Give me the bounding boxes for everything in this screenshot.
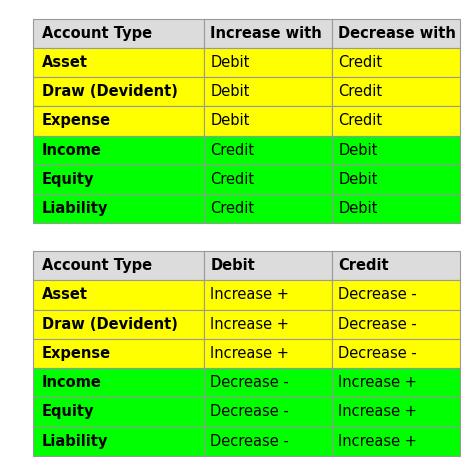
Text: Credit: Credit — [210, 201, 255, 216]
Text: Equity: Equity — [42, 172, 94, 187]
Text: Credit: Credit — [338, 113, 383, 128]
FancyBboxPatch shape — [204, 397, 332, 426]
Text: Credit: Credit — [338, 258, 389, 273]
Text: Debit: Debit — [210, 55, 250, 70]
Text: Increase +: Increase + — [210, 346, 289, 361]
Text: Equity: Equity — [42, 405, 94, 419]
FancyBboxPatch shape — [332, 397, 460, 426]
Text: Liability: Liability — [42, 201, 108, 216]
Text: Increase +: Increase + — [338, 433, 417, 449]
FancyBboxPatch shape — [332, 426, 460, 456]
Text: Decrease -: Decrease - — [338, 287, 417, 302]
Text: Credit: Credit — [210, 143, 255, 158]
FancyBboxPatch shape — [332, 194, 460, 223]
Text: Draw (Devident): Draw (Devident) — [42, 84, 178, 99]
Text: Asset: Asset — [42, 55, 88, 70]
Text: Debit: Debit — [338, 201, 378, 216]
Text: Debit: Debit — [210, 84, 250, 99]
FancyBboxPatch shape — [332, 251, 460, 280]
Text: Debit: Debit — [338, 143, 378, 158]
FancyBboxPatch shape — [332, 280, 460, 310]
Text: Asset: Asset — [42, 287, 88, 302]
Text: Increase +: Increase + — [338, 375, 417, 390]
Text: Account Type: Account Type — [42, 26, 152, 41]
FancyBboxPatch shape — [332, 106, 460, 135]
Text: Debit: Debit — [338, 172, 378, 187]
FancyBboxPatch shape — [204, 280, 332, 310]
Text: Account Type: Account Type — [42, 258, 152, 273]
Text: Expense: Expense — [42, 113, 111, 128]
FancyBboxPatch shape — [204, 135, 332, 165]
Text: Decrease -: Decrease - — [338, 346, 417, 361]
FancyBboxPatch shape — [33, 77, 204, 106]
FancyBboxPatch shape — [33, 48, 204, 77]
FancyBboxPatch shape — [332, 77, 460, 106]
Text: Income: Income — [42, 375, 101, 390]
FancyBboxPatch shape — [332, 19, 460, 48]
Text: Credit: Credit — [210, 172, 255, 187]
Text: Debit: Debit — [210, 113, 250, 128]
FancyBboxPatch shape — [204, 77, 332, 106]
Text: Expense: Expense — [42, 346, 111, 361]
Text: Draw (Devident): Draw (Devident) — [42, 317, 178, 332]
FancyBboxPatch shape — [33, 280, 204, 310]
FancyBboxPatch shape — [33, 106, 204, 135]
Text: Increase +: Increase + — [210, 317, 289, 332]
FancyBboxPatch shape — [33, 251, 204, 280]
FancyBboxPatch shape — [33, 339, 204, 368]
FancyBboxPatch shape — [33, 165, 204, 194]
Text: Increase +: Increase + — [338, 405, 417, 419]
FancyBboxPatch shape — [204, 426, 332, 456]
FancyBboxPatch shape — [332, 339, 460, 368]
FancyBboxPatch shape — [332, 310, 460, 339]
FancyBboxPatch shape — [33, 135, 204, 165]
Text: Decrease -: Decrease - — [210, 433, 289, 449]
FancyBboxPatch shape — [332, 368, 460, 397]
Text: Credit: Credit — [338, 84, 383, 99]
FancyBboxPatch shape — [33, 368, 204, 397]
FancyBboxPatch shape — [332, 165, 460, 194]
FancyBboxPatch shape — [332, 135, 460, 165]
Text: Decrease -: Decrease - — [210, 375, 289, 390]
Text: Decrease -: Decrease - — [338, 317, 417, 332]
Text: Debit: Debit — [210, 258, 255, 273]
Text: Increase with: Increase with — [210, 26, 322, 41]
Text: Income: Income — [42, 143, 101, 158]
Text: Decrease with: Decrease with — [338, 26, 456, 41]
FancyBboxPatch shape — [204, 194, 332, 223]
FancyBboxPatch shape — [204, 106, 332, 135]
FancyBboxPatch shape — [204, 368, 332, 397]
FancyBboxPatch shape — [204, 19, 332, 48]
FancyBboxPatch shape — [204, 339, 332, 368]
FancyBboxPatch shape — [332, 48, 460, 77]
Text: Decrease -: Decrease - — [210, 405, 289, 419]
FancyBboxPatch shape — [204, 48, 332, 77]
Text: Increase +: Increase + — [210, 287, 289, 302]
FancyBboxPatch shape — [33, 397, 204, 426]
FancyBboxPatch shape — [204, 251, 332, 280]
FancyBboxPatch shape — [33, 426, 204, 456]
FancyBboxPatch shape — [33, 310, 204, 339]
Text: Liability: Liability — [42, 433, 108, 449]
FancyBboxPatch shape — [204, 165, 332, 194]
FancyBboxPatch shape — [33, 194, 204, 223]
Text: Credit: Credit — [338, 55, 383, 70]
FancyBboxPatch shape — [204, 310, 332, 339]
FancyBboxPatch shape — [33, 19, 204, 48]
